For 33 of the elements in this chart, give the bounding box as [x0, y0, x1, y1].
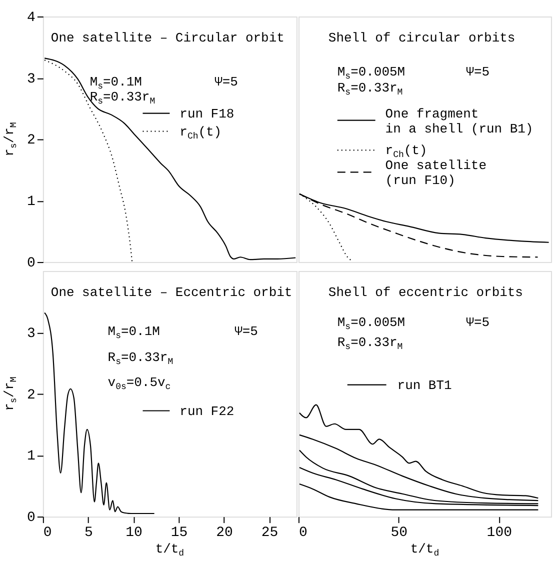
y-tick-label: 0 [27, 256, 36, 272]
x-tick-label: 100 [486, 525, 512, 542]
y-tick-label: 0 [27, 510, 36, 526]
annotation: Ψ=5 [466, 64, 490, 80]
legend-label: One fragment in a shell (run B1) [385, 106, 534, 136]
text: One satellite – Circular orbit [50, 30, 284, 46]
y-tick-label: 4 [27, 10, 36, 26]
y-tick-label: 3 [27, 326, 36, 342]
x-tick-label: 20 [216, 525, 233, 542]
x-tick-label: 0 [298, 525, 308, 542]
x-tick-label: 50 [390, 525, 408, 542]
x-tick-label: 25 [261, 525, 278, 542]
x-tick-label: 0 [43, 525, 52, 542]
legend-label: run F18 [180, 106, 234, 122]
y-axis-title: rs/rM [2, 122, 19, 156]
y-tick-label: 1 [27, 194, 36, 210]
annotation: Ψ=5 [234, 324, 258, 339]
legend-label: One satellite (run F10) [385, 158, 486, 188]
x-tick-label: 5 [84, 525, 93, 542]
legend-label: run F22 [180, 404, 234, 419]
y-axis-title: rs/rM [2, 376, 19, 411]
y-tick-label: 3 [27, 71, 36, 88]
text: One satellite – Eccentric orbit [50, 284, 292, 300]
y-tick-label: 1 [27, 448, 36, 465]
legend-label: run BT1 [397, 378, 452, 393]
text: Shell of circular orbits [328, 30, 516, 46]
y-tick-label: 2 [27, 387, 36, 404]
y-tick-label: 2 [27, 132, 36, 149]
annotation: Ψ=5 [466, 314, 490, 330]
text: Shell of eccentric orbits [328, 284, 523, 300]
x-tick-label: 10 [126, 525, 142, 542]
annotation: Ψ=5 [214, 74, 238, 90]
x-tick-label: 15 [170, 525, 188, 542]
